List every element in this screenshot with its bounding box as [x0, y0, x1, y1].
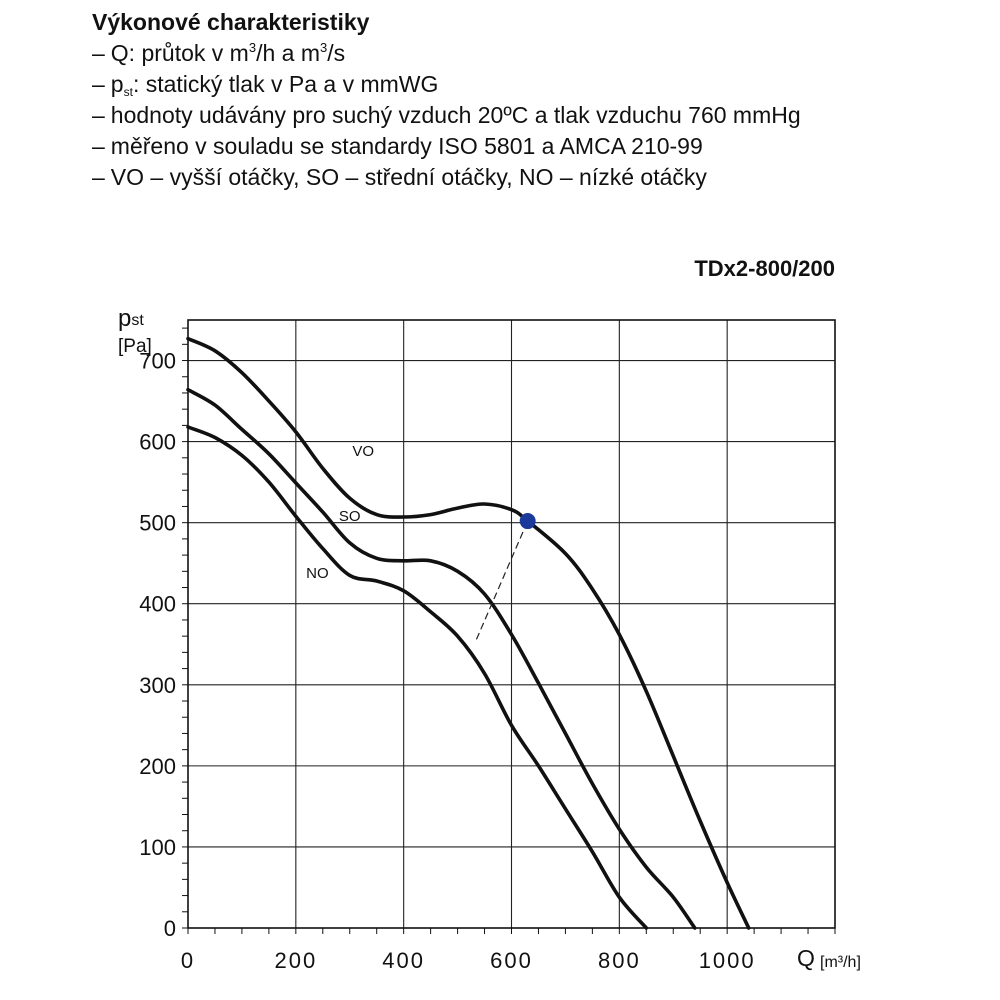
info-header: Výkonové charakteristiky – Q: průtok v m3…	[92, 6, 972, 193]
sup-text: 3	[248, 40, 257, 55]
info-line-5: – VO – vyšší otáčky, SO – střední otáčky,…	[92, 162, 972, 193]
operating-point-marker	[519, 513, 536, 530]
y-tick-label: 100	[139, 835, 176, 860]
bullet-dash: –	[92, 164, 105, 190]
y-axis-label-sub: st	[131, 312, 144, 329]
section-title: Výkonové charakteristiky	[92, 9, 370, 35]
line-text: : statický tlak v Pa a v mmWG	[132, 71, 439, 97]
y-tick-label: 0	[164, 916, 176, 941]
line-text: /s	[327, 40, 346, 66]
curve-vo	[186, 336, 751, 930]
line-text: Q: průtok v m	[110, 40, 249, 66]
y-tick-label: 600	[139, 430, 176, 455]
x-tick-label: 400	[382, 948, 425, 973]
series-label-no: NO	[306, 565, 329, 582]
info-line-1: – Q: průtok v m3/h a m3/s	[92, 38, 972, 69]
series-layer	[186, 336, 751, 930]
curve-so	[186, 387, 697, 930]
y-axis-label: pst	[118, 305, 144, 332]
y-axis-label-p: p	[118, 305, 131, 332]
y-tick-label: 400	[139, 592, 176, 617]
x-tick-label: 0	[181, 948, 195, 973]
bullet-dash: –	[92, 102, 105, 128]
line-text: VO – vyšší otáčky, SO – střední otáčky, …	[110, 164, 707, 190]
sub-text: st	[123, 85, 133, 99]
plot-frame	[187, 319, 836, 929]
line-text: /h a m	[256, 40, 320, 66]
x-tick-label: 200	[274, 948, 317, 973]
y-tick-label: 200	[139, 754, 176, 779]
y-tick-label: 700	[139, 349, 176, 374]
axis-ticks: 0 100 200 300 400 500 600 700 0 200 400 600 800 1000	[139, 327, 836, 973]
bullet-dash: –	[92, 71, 105, 97]
bullet-dash: –	[92, 133, 105, 159]
x-tick-label: 800	[598, 948, 641, 973]
series-labels: VO SO NO	[306, 443, 374, 582]
info-line-3: – hodnoty udávány pro suchý vzduch 20ºC a…	[92, 100, 972, 131]
x-tick-label: 600	[490, 948, 533, 973]
line-text: hodnoty udávány pro suchý vzduch 20ºC a …	[110, 102, 801, 128]
y-tick-label: 500	[139, 511, 176, 536]
grid	[188, 320, 835, 928]
chart-title: TDx2-800/200	[694, 256, 835, 281]
x-tick-label: 1000	[699, 948, 756, 973]
info-list: – Q: průtok v m3/h a m3/s – pst: statický t…	[92, 38, 972, 193]
bullet-dash: –	[92, 40, 105, 66]
info-line-4: – měřeno v souladu se standardy ISO 5801 …	[92, 131, 972, 162]
line-text: měřeno v souladu se standardy ISO 5801 a…	[110, 133, 703, 159]
x-axis-label: Q	[797, 945, 815, 971]
y-tick-label: 300	[139, 673, 176, 698]
line-text: p	[110, 71, 124, 97]
x-axis-unit: [m³/h]	[820, 954, 861, 971]
sup-text: 3	[320, 40, 328, 55]
series-label-so: SO	[339, 508, 361, 525]
y-axis-unit: [Pa]	[118, 336, 152, 357]
series-label-vo: VO	[352, 443, 374, 460]
info-line-2: – pst: statický tlak v Pa a v mmWG	[92, 69, 972, 100]
curve-no	[186, 425, 649, 930]
